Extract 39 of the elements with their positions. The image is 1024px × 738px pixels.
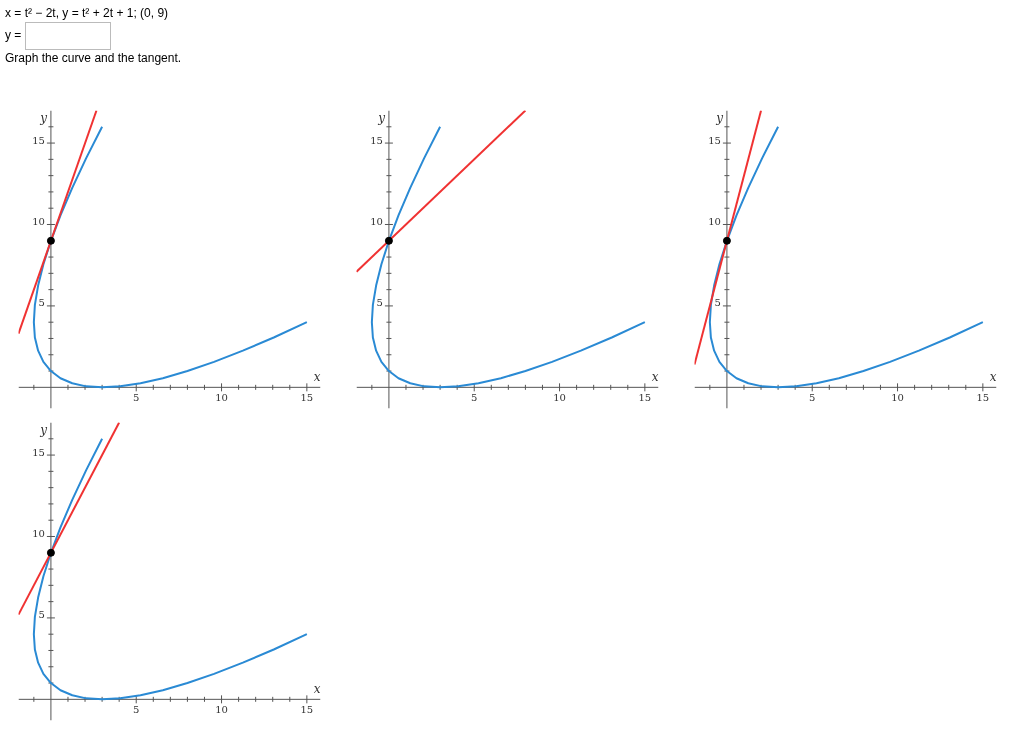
- text: Graph the curve and the tangent.: [5, 50, 182, 68]
- x-tick-label: 15: [976, 392, 990, 404]
- x-tick-label: 5: [471, 392, 478, 404]
- x-axis-title: x: [313, 370, 321, 385]
- x-tick-label: 5: [809, 392, 816, 404]
- y-tick-label: 5: [714, 297, 721, 309]
- y-tick-label: 10: [370, 215, 383, 227]
- y-tick-label: 15: [32, 134, 45, 146]
- y-axis-title: y: [715, 110, 724, 125]
- y-tick-label: 10: [32, 215, 45, 227]
- x-tick-label: 10: [553, 392, 566, 404]
- text: y =: [5, 27, 23, 45]
- y-tick-label: 10: [32, 527, 45, 539]
- x-tick-label: 10: [215, 704, 228, 716]
- y-tick-label: 15: [370, 134, 383, 146]
- y-tick-label: 5: [376, 297, 383, 309]
- y-axis-title: y: [377, 110, 386, 125]
- x-tick-label: 10: [891, 392, 904, 404]
- y-tick-label: 5: [38, 297, 45, 309]
- x-axis-title: x: [313, 682, 321, 697]
- line-series: [32, 125, 308, 389]
- x-tick-label: 5: [133, 392, 140, 404]
- text: x = t² − 2t, y = t² + 2t + 1; (0, 9): [5, 5, 170, 22]
- x-tick-label: 10: [215, 392, 228, 404]
- x-tick-label: 5: [133, 704, 140, 716]
- x-tick-label: 15: [300, 704, 314, 716]
- line-series: [708, 125, 984, 389]
- y-axis-title: y: [39, 110, 48, 125]
- y-tick-label: 15: [32, 446, 45, 458]
- y-tick-label: 15: [708, 134, 721, 146]
- y-axis-title: y: [39, 422, 48, 437]
- x-axis-title: x: [651, 370, 659, 385]
- y-tick-label: 5: [38, 609, 45, 621]
- x-axis-title: x: [989, 370, 997, 385]
- x-tick-label: 15: [638, 392, 652, 404]
- line-series: [32, 437, 308, 701]
- line-series: [370, 125, 646, 389]
- y-tick-label: 10: [708, 215, 721, 227]
- x-tick-label: 15: [300, 392, 314, 404]
